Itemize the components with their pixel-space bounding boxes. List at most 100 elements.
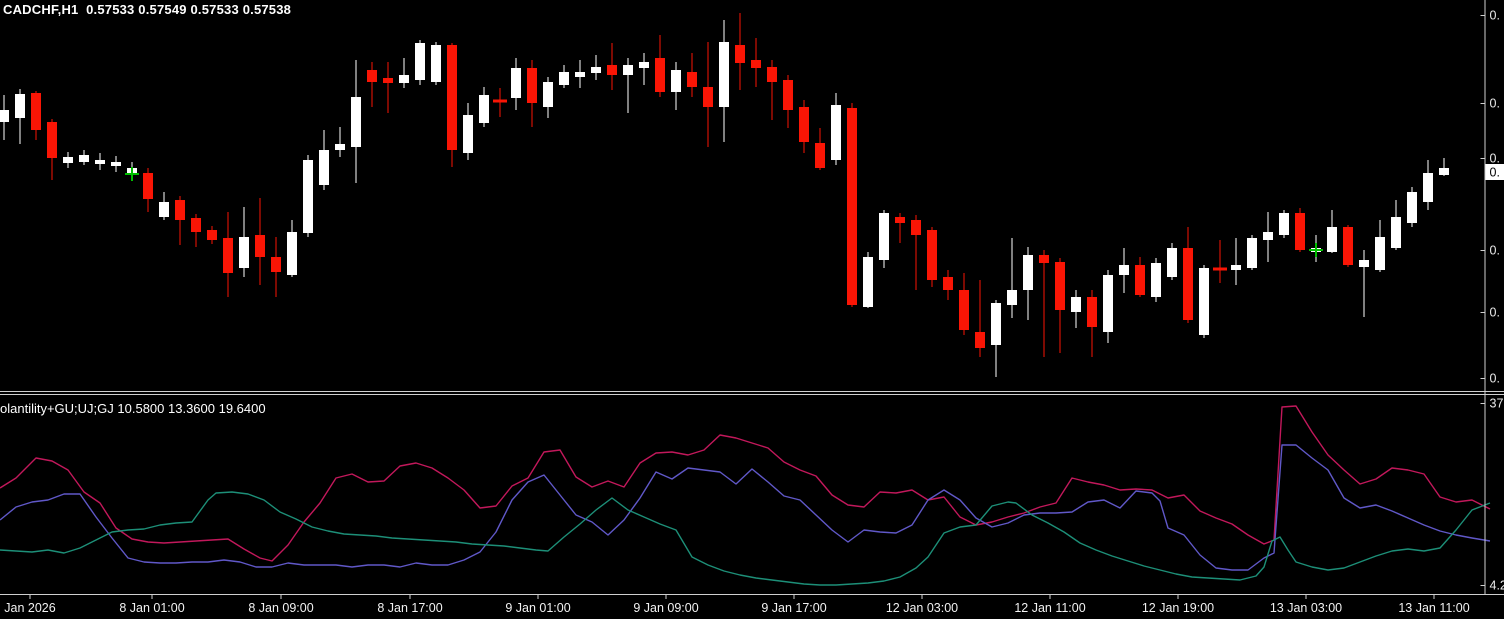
candle-body bbox=[895, 217, 905, 223]
time-axis-label: 8 Jan 01:00 bbox=[119, 601, 184, 615]
candle-body bbox=[655, 58, 665, 92]
candle bbox=[367, 62, 377, 107]
candle-body bbox=[1439, 168, 1449, 175]
time-tick bbox=[921, 595, 923, 599]
candle bbox=[79, 150, 89, 165]
candle bbox=[1055, 258, 1065, 353]
pane-separator-line[interactable] bbox=[0, 391, 1504, 392]
candle bbox=[463, 103, 473, 160]
candle-body bbox=[15, 94, 25, 118]
candle-body bbox=[719, 42, 729, 107]
candle bbox=[335, 127, 345, 157]
candle bbox=[1183, 227, 1193, 323]
candle bbox=[175, 196, 185, 245]
candle-body bbox=[1135, 265, 1145, 295]
candle bbox=[1119, 248, 1129, 293]
candle bbox=[447, 43, 457, 167]
candle-body bbox=[463, 115, 473, 153]
candle bbox=[479, 87, 489, 127]
candle-body bbox=[271, 257, 281, 272]
plus-v bbox=[1315, 243, 1317, 257]
candle-body bbox=[575, 72, 585, 77]
candle-body bbox=[1199, 268, 1209, 335]
candle-wick bbox=[179, 196, 181, 245]
candle bbox=[239, 207, 249, 277]
candle-body bbox=[335, 144, 345, 150]
candle-body bbox=[175, 200, 185, 220]
candle-body bbox=[687, 72, 697, 87]
time-tick bbox=[1049, 595, 1051, 599]
candle bbox=[1423, 160, 1433, 210]
indicator-axis-label: 37 bbox=[1490, 397, 1504, 411]
candle-body bbox=[207, 230, 217, 240]
candle-body bbox=[1183, 248, 1193, 320]
candle bbox=[1007, 238, 1017, 318]
candle-body bbox=[415, 43, 425, 80]
candle-body bbox=[191, 218, 201, 232]
time-axis-label: 9 Jan 17:00 bbox=[761, 601, 826, 615]
candle bbox=[943, 270, 953, 300]
candle bbox=[383, 62, 393, 113]
candle bbox=[1375, 220, 1385, 272]
time-axis-label: 13 Jan 11:00 bbox=[1398, 601, 1469, 615]
price-axis[interactable]: 0.0.0.0.0.0.0.374.2 bbox=[1480, 0, 1504, 594]
candle-body bbox=[623, 65, 633, 75]
candle-wick bbox=[1235, 238, 1237, 285]
candle bbox=[1199, 265, 1209, 338]
candle-body bbox=[1343, 227, 1353, 265]
candle-body bbox=[1103, 275, 1113, 332]
candle bbox=[31, 91, 41, 140]
candle bbox=[111, 156, 121, 172]
indicator-window-label: olantility+GU;UJ;GJ 10.5800 13.3600 19.6… bbox=[0, 401, 266, 416]
pane-separator-line[interactable] bbox=[0, 394, 1504, 395]
candle bbox=[671, 62, 681, 110]
price-tick bbox=[1480, 378, 1485, 379]
candle-wick bbox=[339, 127, 341, 157]
candle-body bbox=[559, 72, 569, 85]
indicator-crimson-line bbox=[0, 405, 1491, 562]
price-tick bbox=[1480, 103, 1485, 104]
candle bbox=[1039, 250, 1049, 357]
candle bbox=[559, 65, 569, 88]
price-axis-label: 0. bbox=[1490, 372, 1500, 386]
candle bbox=[751, 38, 761, 87]
candle-body bbox=[591, 67, 601, 73]
candle bbox=[399, 58, 409, 88]
candle bbox=[207, 226, 217, 244]
candle-wick bbox=[979, 280, 981, 357]
candle bbox=[1295, 208, 1305, 252]
candle-wick bbox=[1443, 158, 1445, 176]
time-axis-label: 8 Jan 17:00 bbox=[377, 601, 442, 615]
time-axis-label: 12 Jan 03:00 bbox=[886, 601, 958, 615]
candle-body bbox=[447, 45, 457, 150]
candle-body bbox=[879, 213, 889, 260]
candle-body bbox=[79, 155, 89, 162]
candle-body bbox=[639, 62, 649, 68]
indicator-axis-label: 4.2 bbox=[1490, 579, 1504, 593]
candle bbox=[847, 103, 857, 307]
candle-body bbox=[1279, 213, 1289, 235]
candle-body bbox=[1007, 290, 1017, 305]
candle bbox=[879, 210, 889, 268]
time-tick bbox=[1177, 595, 1179, 599]
candle bbox=[1167, 243, 1177, 280]
price-axis-label: 0. bbox=[1490, 9, 1500, 23]
candle-body bbox=[1391, 217, 1401, 248]
candle bbox=[95, 153, 105, 170]
candle bbox=[143, 168, 153, 212]
candle-body bbox=[751, 60, 761, 68]
candle-body bbox=[927, 230, 937, 280]
candle-body bbox=[63, 157, 73, 163]
candle bbox=[1343, 225, 1353, 267]
candle bbox=[575, 60, 585, 88]
time-axis-label: 12 Jan 11:00 bbox=[1014, 601, 1085, 615]
candle-body bbox=[543, 82, 553, 107]
candle bbox=[415, 40, 425, 85]
candle bbox=[1263, 212, 1273, 262]
time-axis[interactable]: Jan 2026 8 Jan 01:00 8 Jan 09:00 8 Jan 17:0… bbox=[0, 594, 1504, 615]
candle bbox=[47, 119, 57, 180]
candle-body bbox=[287, 232, 297, 275]
